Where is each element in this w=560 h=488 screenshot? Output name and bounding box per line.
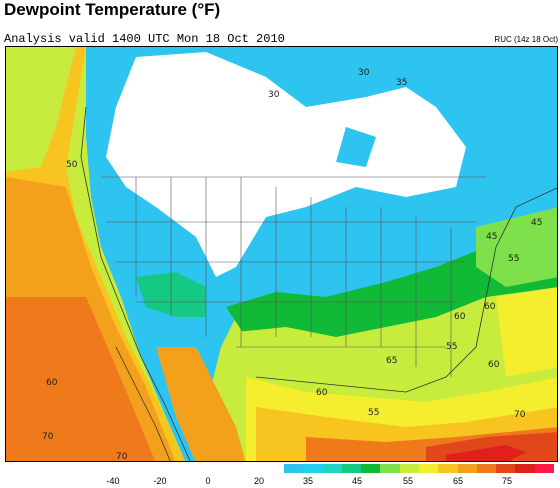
- southeast-mild-region: [236, 287, 557, 397]
- pacific-warmer-region: [6, 297, 156, 461]
- colorbar-segment: [361, 464, 381, 473]
- colorbar-segment: [496, 464, 516, 473]
- atlantic-moist-region: [476, 207, 557, 287]
- contour-label: 45: [486, 232, 497, 242]
- colorbar-segment: [476, 464, 497, 473]
- contour-label: 60: [46, 378, 58, 388]
- contour-label: 55: [508, 254, 519, 264]
- colorbar-label: 75: [501, 476, 513, 486]
- coastlines: [80, 106, 557, 461]
- colorbar-label: 55: [402, 476, 414, 486]
- model-run-tag: RUC (14z 18 Oct): [494, 35, 558, 44]
- contour-label: 60: [484, 302, 496, 312]
- canada-moist-patch: [336, 127, 376, 167]
- contour-label: 30: [268, 90, 280, 100]
- chart-title: Dewpoint Temperature (°F): [4, 0, 221, 19]
- colorbar-segment: [438, 464, 458, 473]
- contour-label: 45: [531, 218, 542, 228]
- contour-label: 35: [396, 78, 407, 88]
- dewpoint-colorbar: [284, 464, 554, 473]
- colorbar-label: 45: [351, 476, 363, 486]
- contour-label: 60: [316, 388, 328, 398]
- dewpoint-map-canvas: 30 35 30 50 45 55 45 60 55 60 60 55 70 6…: [6, 47, 557, 462]
- contour-label: 65: [386, 356, 397, 366]
- caribbean-max-region: [446, 445, 526, 461]
- contour-label: 70: [42, 432, 54, 442]
- state-borders: [101, 176, 486, 377]
- contour-label: 60: [488, 360, 500, 370]
- colorbar-segment: [341, 464, 362, 473]
- colorbar-label: 65: [452, 476, 464, 486]
- contour-label: 55: [446, 342, 457, 352]
- analysis-valid-time: Analysis valid 1400 UTC Mon 18 Oct 2010: [4, 32, 285, 46]
- mexico-interior-region: [156, 347, 246, 461]
- contour-label: 30: [358, 68, 370, 78]
- colorbar-segment: [515, 464, 535, 473]
- north-pacific-region: [6, 47, 76, 172]
- colorbar-segment: [457, 464, 477, 473]
- colorbar-label: 0: [205, 476, 211, 486]
- colorbar-segment: [399, 464, 419, 473]
- colorbar-segment: [380, 464, 400, 473]
- colorbar-label: -40: [106, 476, 120, 486]
- colorbar-label: 20: [253, 476, 265, 486]
- dewpoint-map: 30 35 30 50 45 55 45 60 55 60 60 55 70 6…: [5, 46, 558, 462]
- colorbar-segment: [418, 464, 439, 473]
- contour-label: 55: [368, 408, 379, 418]
- colorbar-label: 35: [302, 476, 314, 486]
- atlantic-warm-region: [496, 287, 557, 377]
- colorbar-segment: [284, 464, 304, 473]
- contour-label: 70: [116, 452, 128, 462]
- colorbar-segment: [303, 464, 323, 473]
- colorbar-segment: [322, 464, 342, 473]
- contour-label: 50: [66, 160, 78, 170]
- dry-air-region: [106, 52, 466, 277]
- colorbar-segment: [534, 464, 554, 473]
- contour-label: 70: [514, 410, 526, 420]
- contour-label: 60: [454, 312, 466, 322]
- colorbar-label: -20: [153, 476, 167, 486]
